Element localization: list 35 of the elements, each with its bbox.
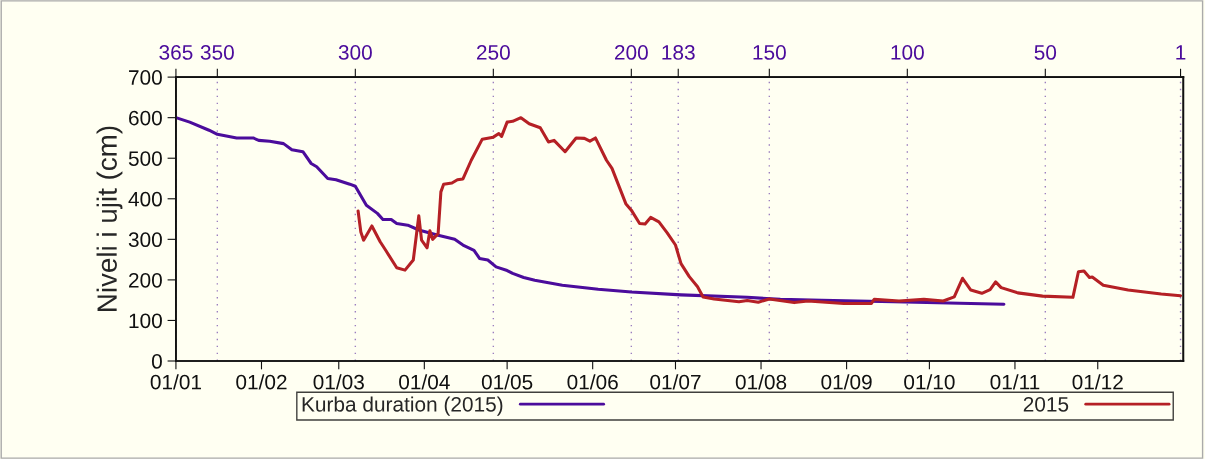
x2-tick-label: 100 bbox=[891, 45, 924, 60]
x-tick-label: 01/02 bbox=[236, 374, 287, 390]
y-tick-label: 0 bbox=[151, 354, 162, 369]
x2-tick-label: 200 bbox=[614, 45, 648, 60]
x-tick-label: 01/03 bbox=[313, 374, 364, 390]
x2-tick-label: 350 bbox=[200, 45, 234, 60]
x-tick-label: 01/10 bbox=[904, 374, 955, 390]
x2-tick-label: 1 bbox=[1176, 45, 1186, 60]
x2-tick-label: 300 bbox=[338, 45, 372, 60]
legend-label: 2015 bbox=[1023, 396, 1069, 412]
x-tick-label: 01/11 bbox=[990, 374, 1040, 390]
y-tick-label: 400 bbox=[128, 191, 162, 207]
x-tick-label: 01/01 bbox=[150, 374, 201, 390]
line-series bbox=[356, 116, 1183, 305]
x-tick-label: 01/09 bbox=[821, 374, 872, 390]
y-tick-label: 300 bbox=[128, 232, 162, 248]
y-tick-label: 500 bbox=[128, 151, 162, 166]
x-tick-label: 01/12 bbox=[1072, 374, 1123, 390]
y-axis-title: Niveli i ujit (cm) bbox=[96, 126, 123, 311]
x-tick-label: 01/05 bbox=[481, 374, 533, 390]
y-tick-label: 200 bbox=[129, 272, 162, 288]
x-tick-label: 01/08 bbox=[735, 374, 787, 390]
x2-tick-label: 50 bbox=[1034, 45, 1057, 60]
x2-tick-label: 250 bbox=[476, 45, 510, 60]
x-tick-label: 01/04 bbox=[399, 374, 450, 390]
x-tick-label: 01/06 bbox=[567, 374, 618, 390]
line-series bbox=[175, 116, 1006, 306]
y-tick-label: 700 bbox=[129, 70, 162, 85]
x2-tick-label: 183 bbox=[662, 45, 695, 60]
y-tick-label: 100 bbox=[129, 313, 162, 329]
x2-tick-label: 365 bbox=[159, 45, 193, 60]
x-tick-label: 01/07 bbox=[650, 374, 701, 390]
x2-tick-label: 150 bbox=[753, 45, 786, 60]
y-tick-label: 600 bbox=[129, 110, 162, 126]
legend-label: Kurba duration (2015) bbox=[302, 396, 503, 416]
